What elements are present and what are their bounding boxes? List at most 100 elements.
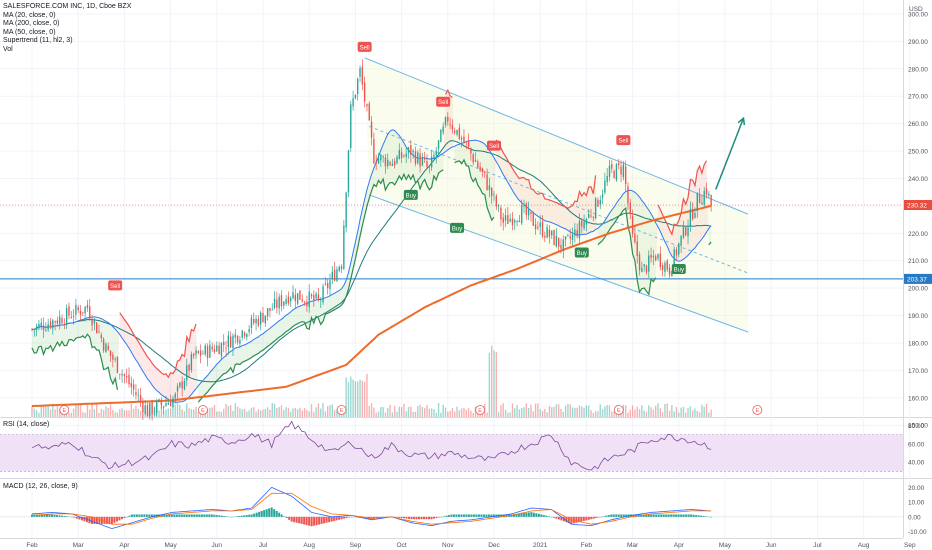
macd-histogram-bar [208, 514, 211, 517]
candle-body [541, 221, 544, 237]
volume-bar [696, 410, 698, 417]
candle-body [109, 350, 112, 356]
candle [176, 383, 179, 400]
supertrend-fill [214, 364, 217, 384]
candle [100, 332, 102, 343]
volume-bar [521, 408, 523, 417]
candle-body [629, 202, 631, 214]
candle [91, 314, 93, 332]
candle [514, 218, 516, 230]
macd-histogram-bar [73, 516, 76, 518]
candle [546, 224, 548, 239]
supertrend-fill [664, 219, 668, 247]
supertrend-fill [390, 129, 393, 183]
supertrend-fill [283, 315, 287, 334]
supertrend-line [31, 333, 119, 391]
candle [107, 342, 109, 351]
sell-signal: Sell [487, 140, 501, 151]
volume-bar [315, 407, 317, 417]
candle-body [366, 104, 368, 107]
candle-body [250, 317, 253, 328]
candle [437, 140, 440, 156]
candle [387, 153, 389, 170]
candle-body [42, 325, 45, 331]
supertrend-fill [655, 205, 659, 278]
candle-body [555, 235, 558, 247]
candle-body [562, 239, 564, 251]
candle [497, 203, 500, 213]
candle-body [153, 411, 156, 413]
macd-histogram-bar [168, 514, 171, 517]
candle [255, 315, 257, 331]
candle [132, 379, 135, 397]
candle-body [320, 299, 322, 301]
candle [380, 153, 382, 167]
supertrend-fill [357, 219, 361, 249]
candle [634, 226, 636, 245]
supertrend-fill [57, 325, 60, 346]
candle-body [661, 265, 664, 270]
volume-bar [259, 410, 262, 417]
candle-body [618, 163, 620, 165]
candle [708, 191, 710, 199]
macd-histogram-bar [285, 516, 288, 519]
volume-bar [673, 411, 675, 417]
volume-bar [186, 403, 188, 417]
candle-body [354, 94, 357, 99]
candle [405, 147, 407, 164]
supertrend-fill [235, 347, 238, 365]
macd-histogram-bar [525, 512, 528, 517]
macd-tick-label: 0.00 [908, 514, 921, 521]
candle-body [678, 243, 680, 255]
candle-body [290, 297, 292, 302]
supertrend-fill [122, 316, 125, 342]
volume-bar [594, 411, 597, 417]
supertrend-fill [521, 177, 525, 205]
macd-histogram-bar [545, 515, 548, 517]
candle [89, 299, 91, 321]
candle-body [638, 254, 641, 271]
signal-box [403, 189, 418, 200]
supertrend-fill [533, 189, 536, 215]
signal-markers: Sell Sell Buy Sell Buy Sell Buy Sell Buy E E E E E E [59, 41, 763, 415]
candle-body [343, 225, 345, 269]
candle-body [652, 255, 655, 258]
candle [495, 193, 498, 211]
volume-bar [193, 409, 195, 417]
macd-histogram-bar [440, 516, 443, 518]
candle [560, 238, 562, 254]
support-level-tag [904, 273, 932, 284]
candle [412, 149, 414, 159]
macd-histogram-bar [183, 514, 186, 517]
supertrend-fill [87, 317, 90, 338]
supertrend-fill [170, 372, 173, 402]
volume-bar [40, 404, 42, 417]
volume-bar [377, 411, 380, 417]
macd-histogram-bar [602, 516, 605, 517]
volume-bar [255, 411, 257, 417]
candle [250, 314, 253, 335]
volume-bar [410, 406, 412, 417]
volume-bar [320, 408, 322, 417]
supertrend-fill [36, 327, 39, 353]
candle [126, 368, 128, 383]
supertrend-fill [48, 326, 51, 349]
price-axis: 150.00 160.00 170.00 180.00 190.00 200.00 210.… [904, 6, 932, 536]
volume-bar [447, 411, 449, 417]
candle-body [195, 350, 197, 355]
earnings-marker: E [752, 405, 763, 415]
candle-body [493, 194, 495, 196]
candle-body [380, 154, 382, 161]
volume-bar [172, 409, 174, 417]
candle-body [382, 156, 384, 158]
candle [123, 373, 126, 384]
macd-histogram-bar [225, 516, 228, 517]
macd-histogram-bar [592, 516, 595, 519]
volume-bar [119, 409, 121, 417]
candle [333, 261, 336, 282]
volume-bar [407, 406, 410, 417]
volume-bar [437, 403, 440, 417]
chart-legend: SALESFORCE.COM INC, 1D, Cboe BZX MA (20,… [3, 3, 131, 55]
supertrend-fill [147, 357, 150, 382]
